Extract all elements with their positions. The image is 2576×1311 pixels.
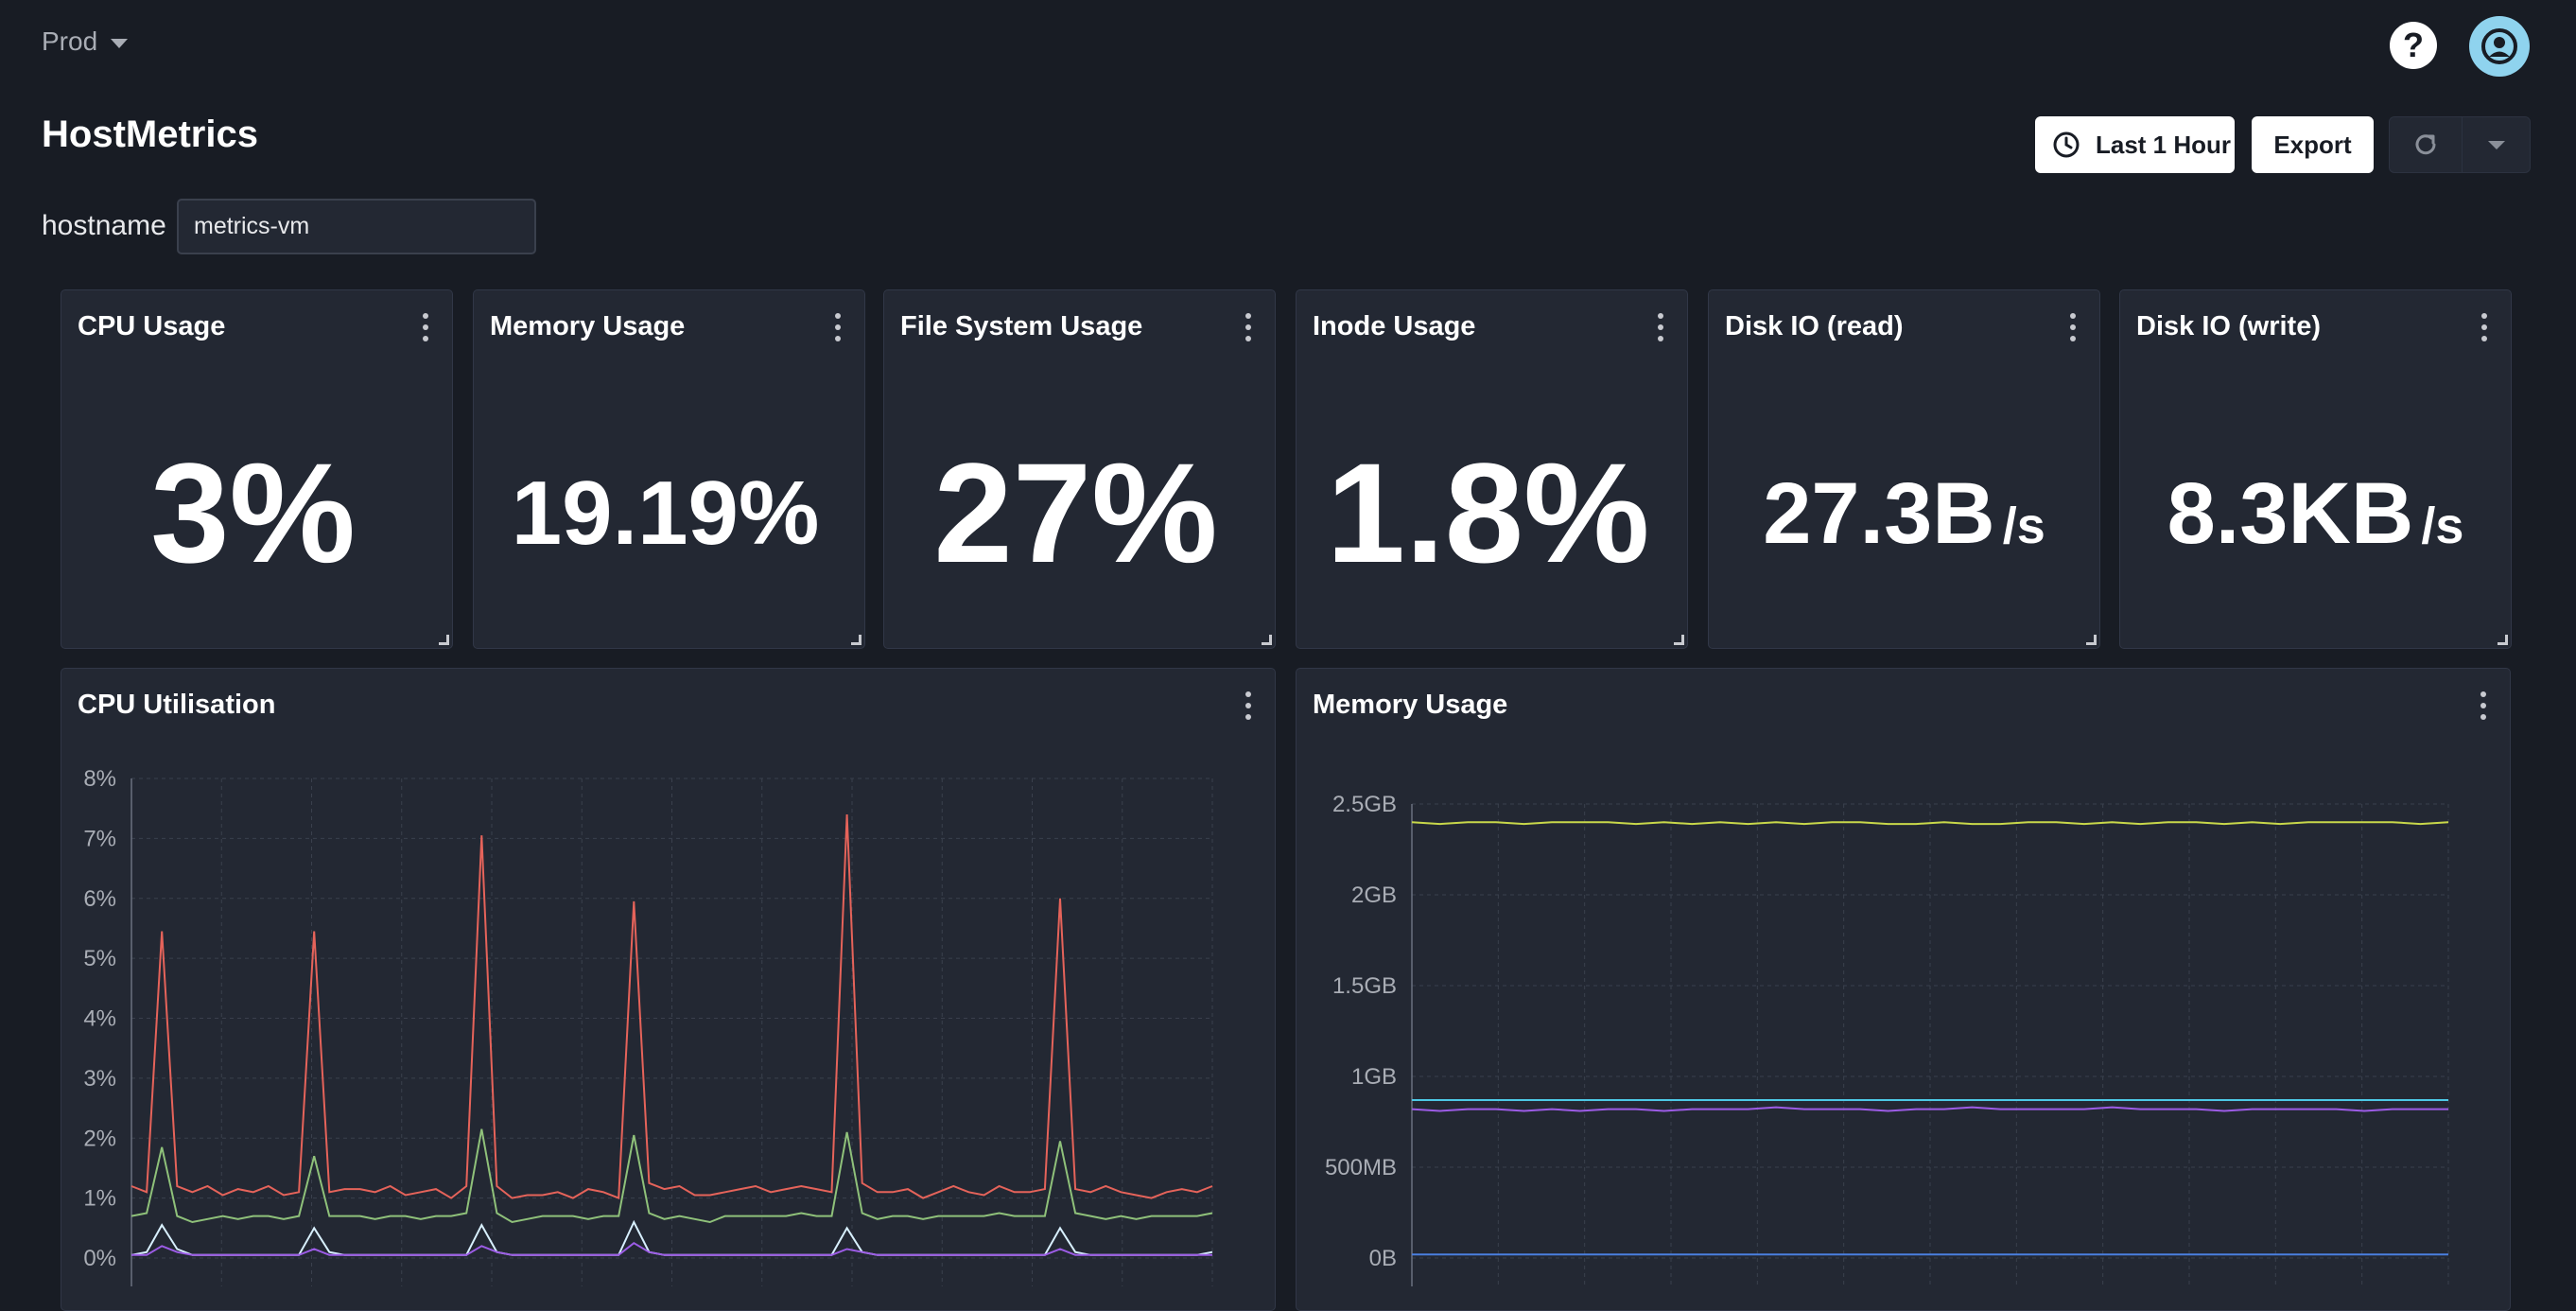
panel-resize-handle[interactable] [851, 635, 862, 645]
hostname-input[interactable] [177, 199, 536, 254]
panel-menu-icon[interactable] [416, 313, 435, 341]
panel-resize-handle[interactable] [2086, 635, 2097, 645]
stat-panel-file-system-usage: File System Usage 27% [883, 289, 1276, 649]
refresh-control [2389, 116, 2531, 173]
y-tick-label: 5% [83, 946, 116, 971]
user-avatar[interactable] [2469, 16, 2530, 77]
panel-menu-icon[interactable] [2475, 313, 2494, 341]
series-line-0 [1411, 821, 2449, 826]
panel-title: Memory Usage [1313, 690, 1508, 720]
y-tick-label: 0% [83, 1246, 116, 1271]
y-tick-label: 2.5GB [1332, 792, 1397, 817]
stat-panel-cpu-usage: CPU Usage 3% [61, 289, 453, 649]
y-tick-label: 500MB [1325, 1155, 1397, 1180]
refresh-icon [2415, 134, 2436, 155]
time-range-button[interactable]: Last 1 Hour [2035, 116, 2235, 173]
stat-value: 27% [933, 433, 1218, 592]
stat-value: 19.19% [511, 463, 820, 564]
hostname-variable-label: hostname [42, 210, 166, 241]
stat-panel-memory-usage: Memory Usage 19.19% [473, 289, 865, 649]
chevron-down-icon [2487, 140, 2505, 149]
panel-menu-icon[interactable] [1239, 313, 1258, 341]
panel-resize-handle[interactable] [1262, 635, 1272, 645]
panel-title: Disk IO (write) [2136, 311, 2321, 341]
series-line-2 [1411, 1106, 2448, 1112]
user-circle-icon [2481, 28, 2517, 64]
clock-icon [2053, 131, 2080, 158]
y-tick-label: 1GB [1351, 1064, 1397, 1090]
y-tick-label: 3% [83, 1066, 116, 1092]
refresh-interval-dropdown[interactable] [2463, 140, 2530, 149]
stat-value: 27.3B/s [1763, 465, 2045, 562]
panel-resize-handle[interactable] [2498, 635, 2508, 645]
y-tick-label: 6% [83, 886, 116, 912]
environment-selector[interactable]: Prod [42, 26, 129, 57]
panel-title: Inode Usage [1313, 311, 1476, 341]
panel-title: File System Usage [900, 311, 1143, 341]
series-line-1 [131, 1128, 1213, 1224]
stat-value: 3% [150, 433, 356, 592]
series-line-3 [131, 1241, 1212, 1256]
stat-panel-disk-io-read: Disk IO (read) 27.3B/s [1708, 289, 2100, 649]
chart-panel-memory-usage: Memory Usage 0B 500MB 1GB 1.5GB 2GB 2.5GB [1296, 668, 2511, 1311]
export-label: Export [2273, 130, 2352, 159]
panel-menu-icon[interactable] [2063, 313, 2082, 341]
y-tick-label: 8% [83, 766, 116, 792]
export-button[interactable]: Export [2252, 116, 2374, 173]
environment-label: Prod [42, 26, 98, 56]
stat-value: 1.8% [1326, 433, 1650, 592]
stat-panel-inode-usage: Inode Usage 1.8% [1296, 289, 1688, 649]
panel-menu-icon[interactable] [1651, 313, 1670, 341]
y-tick-label: 0B [1369, 1246, 1397, 1271]
top-bar: Prod ? [0, 0, 2576, 91]
refresh-button[interactable] [2390, 117, 2463, 172]
series-line-0 [131, 813, 1213, 1200]
y-tick-label: 1.5GB [1332, 973, 1397, 999]
panel-title: Memory Usage [490, 311, 686, 341]
time-range-label: Last 1 Hour [2096, 130, 2232, 159]
y-tick-label: 4% [83, 1006, 116, 1032]
y-tick-label: 2% [83, 1126, 116, 1151]
panel-title: Disk IO (read) [1725, 311, 1904, 341]
y-tick-label: 1% [83, 1186, 116, 1212]
chevron-down-icon [111, 39, 129, 48]
chart-panel-cpu-utilisation: CPU Utilisation 0% 1% 2% 3% 4% 5% 6% 7% 8% [61, 668, 1276, 1311]
y-tick-label: 7% [83, 826, 116, 851]
panel-menu-icon[interactable] [1239, 691, 1258, 720]
page-title: HostMetrics [42, 114, 258, 155]
cpu-utilisation-chart: 0% 1% 2% 3% 4% 5% 6% 7% 8% [83, 766, 1213, 1286]
stat-value: 8.3KB/s [2167, 465, 2464, 562]
y-tick-label: 2GB [1351, 883, 1397, 908]
panel-title: CPU Usage [78, 311, 226, 341]
panel-resize-handle[interactable] [439, 635, 449, 645]
stat-panel-disk-io-write: Disk IO (write) 8.3KB/s [2119, 289, 2512, 649]
panel-resize-handle[interactable] [1674, 635, 1684, 645]
help-icon[interactable]: ? [2390, 22, 2437, 69]
panel-title: CPU Utilisation [78, 690, 276, 720]
panel-menu-icon[interactable] [828, 313, 847, 341]
panel-menu-icon[interactable] [2474, 691, 2493, 720]
memory-usage-chart: 0B 500MB 1GB 1.5GB 2GB 2.5GB [1325, 792, 2449, 1286]
